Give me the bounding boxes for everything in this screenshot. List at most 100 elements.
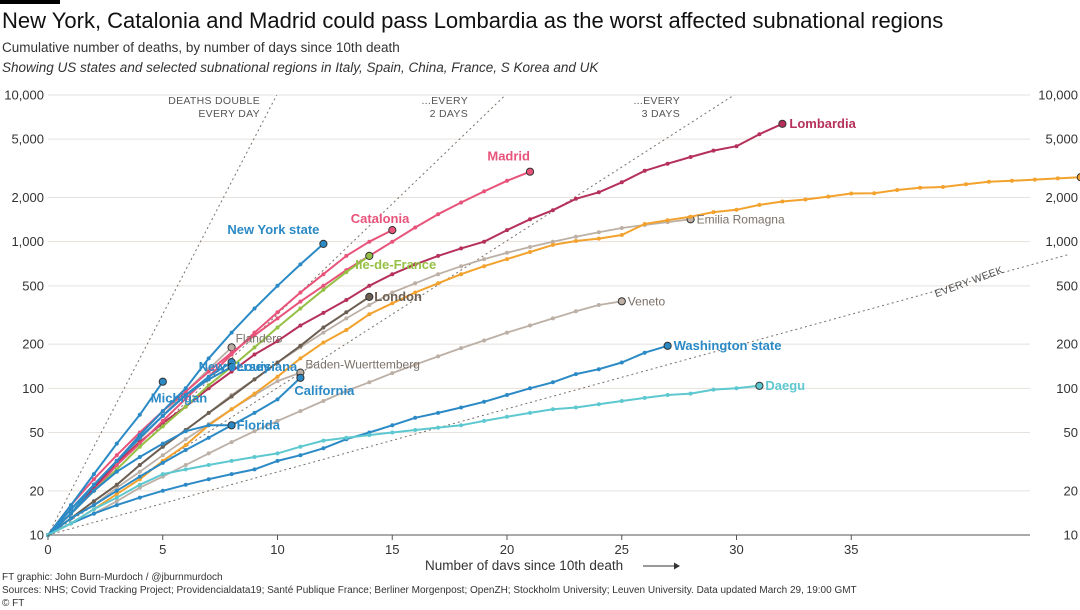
data-point [665, 218, 670, 223]
data-point [91, 499, 96, 504]
y-tick-label-right: 10,000 [1038, 88, 1078, 103]
data-point [459, 405, 464, 410]
x-tick-label: 0 [44, 542, 51, 557]
data-point [321, 325, 326, 330]
data-point [390, 290, 395, 295]
data-point [275, 316, 280, 321]
data-point [160, 424, 165, 429]
data-point [596, 367, 601, 372]
data-point [183, 429, 188, 434]
data-point [642, 168, 647, 173]
guide-label-every-week: EVERY WEEK [933, 264, 1005, 300]
data-point [849, 191, 854, 196]
data-point [665, 393, 670, 397]
data-point [573, 234, 578, 239]
data-point [160, 418, 165, 423]
data-point [413, 362, 418, 367]
data-point [114, 441, 119, 446]
data-point [206, 383, 211, 388]
data-point [275, 374, 280, 379]
data-point [413, 290, 418, 295]
data-point [275, 310, 280, 315]
data-point [413, 262, 418, 267]
x-axis-label: Number of days since 10th death [425, 558, 623, 570]
data-point [298, 444, 303, 449]
data-point [436, 272, 441, 277]
data-point [596, 402, 601, 407]
data-point [964, 182, 968, 187]
data-point [757, 132, 762, 137]
data-point [321, 287, 326, 292]
data-point [367, 239, 372, 244]
data-point [114, 499, 119, 504]
data-point [137, 482, 142, 487]
data-point [459, 264, 464, 269]
series-lombardia [46, 119, 787, 537]
data-point [160, 472, 165, 477]
data-point [436, 410, 441, 415]
data-point [137, 455, 142, 459]
series-label-washington-state: Washington state [674, 338, 782, 353]
data-point [252, 352, 257, 357]
series-line [47, 176, 1080, 536]
data-point [505, 257, 509, 262]
data-point [298, 453, 303, 458]
data-point [550, 239, 555, 244]
data-point [482, 257, 487, 262]
data-point [137, 435, 142, 440]
data-point [573, 239, 578, 243]
data-point [367, 303, 372, 307]
data-point [367, 312, 372, 317]
data-point [160, 444, 165, 449]
data-point [206, 369, 211, 374]
data-point [596, 190, 601, 195]
data-point [321, 283, 326, 288]
series-end-point [158, 377, 167, 386]
data-point [137, 485, 142, 490]
data-point [459, 423, 464, 428]
data-point [459, 272, 464, 277]
series-florida [46, 421, 236, 537]
data-point [505, 228, 509, 233]
data-point [1032, 177, 1037, 182]
data-point [114, 488, 119, 493]
data-point [229, 407, 234, 412]
data-point [91, 507, 96, 512]
data-point [69, 507, 73, 512]
data-point [344, 388, 349, 393]
series-label-flanders: Flanders [236, 331, 283, 345]
data-point [160, 460, 165, 465]
x-tick-label: 35 [844, 542, 858, 557]
series-end-point [365, 292, 374, 301]
y-tick-label-left: 5,000 [11, 132, 44, 147]
data-point [275, 458, 280, 463]
y-tick-label-right: 20 [1064, 483, 1078, 498]
series-label-emilia-romagna: Emilia Romagna [697, 212, 785, 226]
data-point [114, 482, 119, 487]
data-point [160, 409, 165, 414]
data-point [550, 208, 555, 213]
data-point [114, 469, 119, 474]
data-point [229, 458, 234, 463]
data-point [872, 191, 877, 196]
data-point [183, 467, 188, 472]
guide-label-every-2-days: ...EVERY 2 DAYS [421, 95, 468, 120]
data-point [91, 472, 96, 477]
data-point [298, 409, 303, 414]
series-end-point [755, 381, 764, 390]
data-point [91, 482, 96, 487]
series-end-point [617, 297, 626, 306]
data-point [390, 272, 395, 277]
series-line [47, 295, 371, 536]
data-point [573, 309, 578, 314]
data-point [183, 404, 188, 409]
data-point [1009, 178, 1014, 183]
data-point [459, 246, 464, 251]
gridlines [48, 94, 1030, 536]
data-point [183, 463, 188, 467]
data-point [528, 323, 532, 328]
data-point [413, 225, 418, 230]
data-point [688, 391, 693, 396]
data-point [252, 455, 257, 459]
